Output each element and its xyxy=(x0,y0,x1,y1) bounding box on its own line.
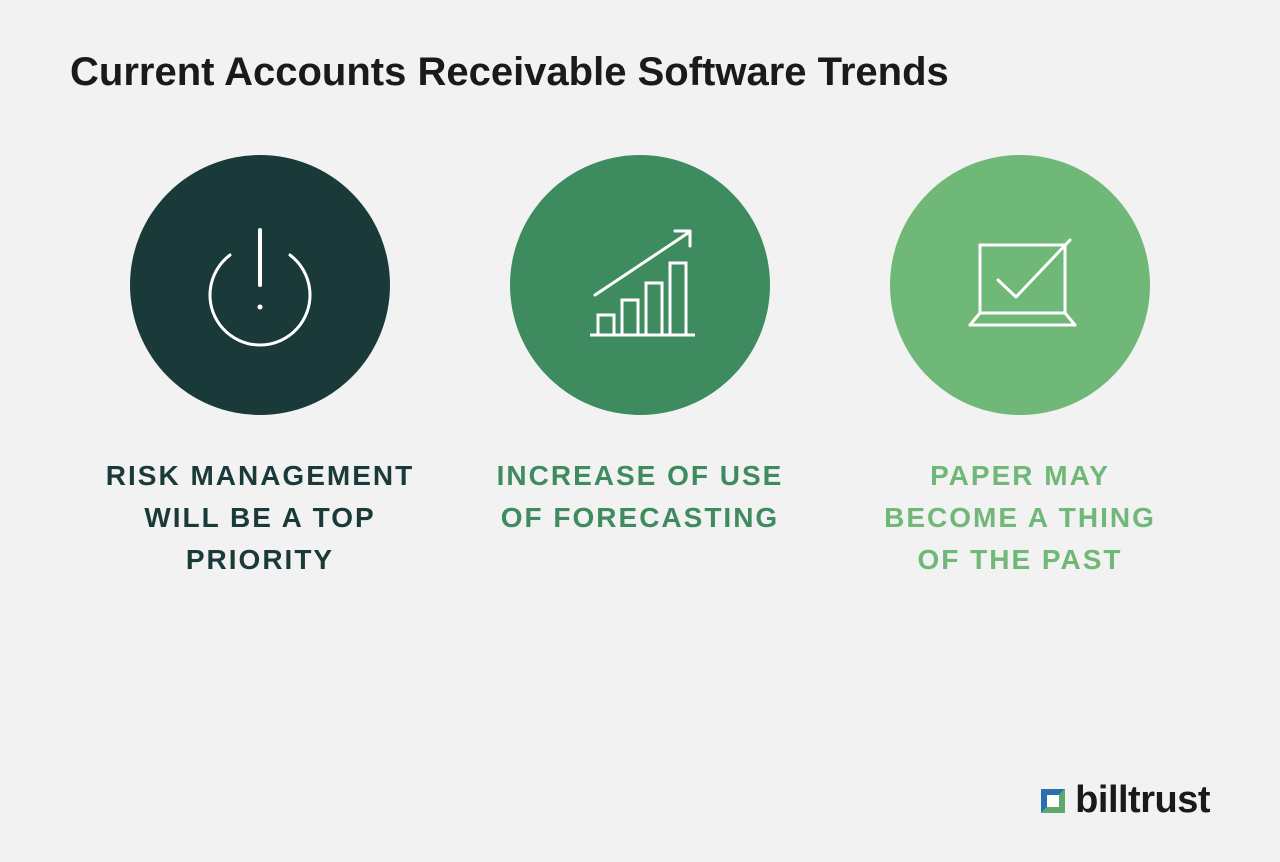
trends-row: RISK MANAGEMENT WILL BE A TOP PRIORITY I… xyxy=(70,155,1210,581)
brand-name: billtrust xyxy=(1075,779,1210,822)
trend-item-forecasting: INCREASE OF USE OF FORECASTING xyxy=(470,155,810,581)
brand-logo: billtrust xyxy=(1039,779,1210,822)
trend-item-risk: RISK MANAGEMENT WILL BE A TOP PRIORITY xyxy=(90,155,430,581)
trend-circle xyxy=(130,155,390,415)
trend-circle xyxy=(510,155,770,415)
power-alert-icon xyxy=(180,205,340,365)
trend-label: PAPER MAY BECOME A THING OF THE PAST xyxy=(860,455,1180,581)
trend-circle xyxy=(890,155,1150,415)
trend-label: RISK MANAGEMENT WILL BE A TOP PRIORITY xyxy=(100,455,420,581)
page-title: Current Accounts Receivable Software Tre… xyxy=(70,50,1210,95)
laptop-check-icon xyxy=(940,205,1100,365)
brand-mark-icon xyxy=(1039,787,1067,815)
bar-chart-arrow-icon xyxy=(560,205,720,365)
trend-item-paperless: PAPER MAY BECOME A THING OF THE PAST xyxy=(850,155,1190,581)
trend-label: INCREASE OF USE OF FORECASTING xyxy=(480,455,800,539)
